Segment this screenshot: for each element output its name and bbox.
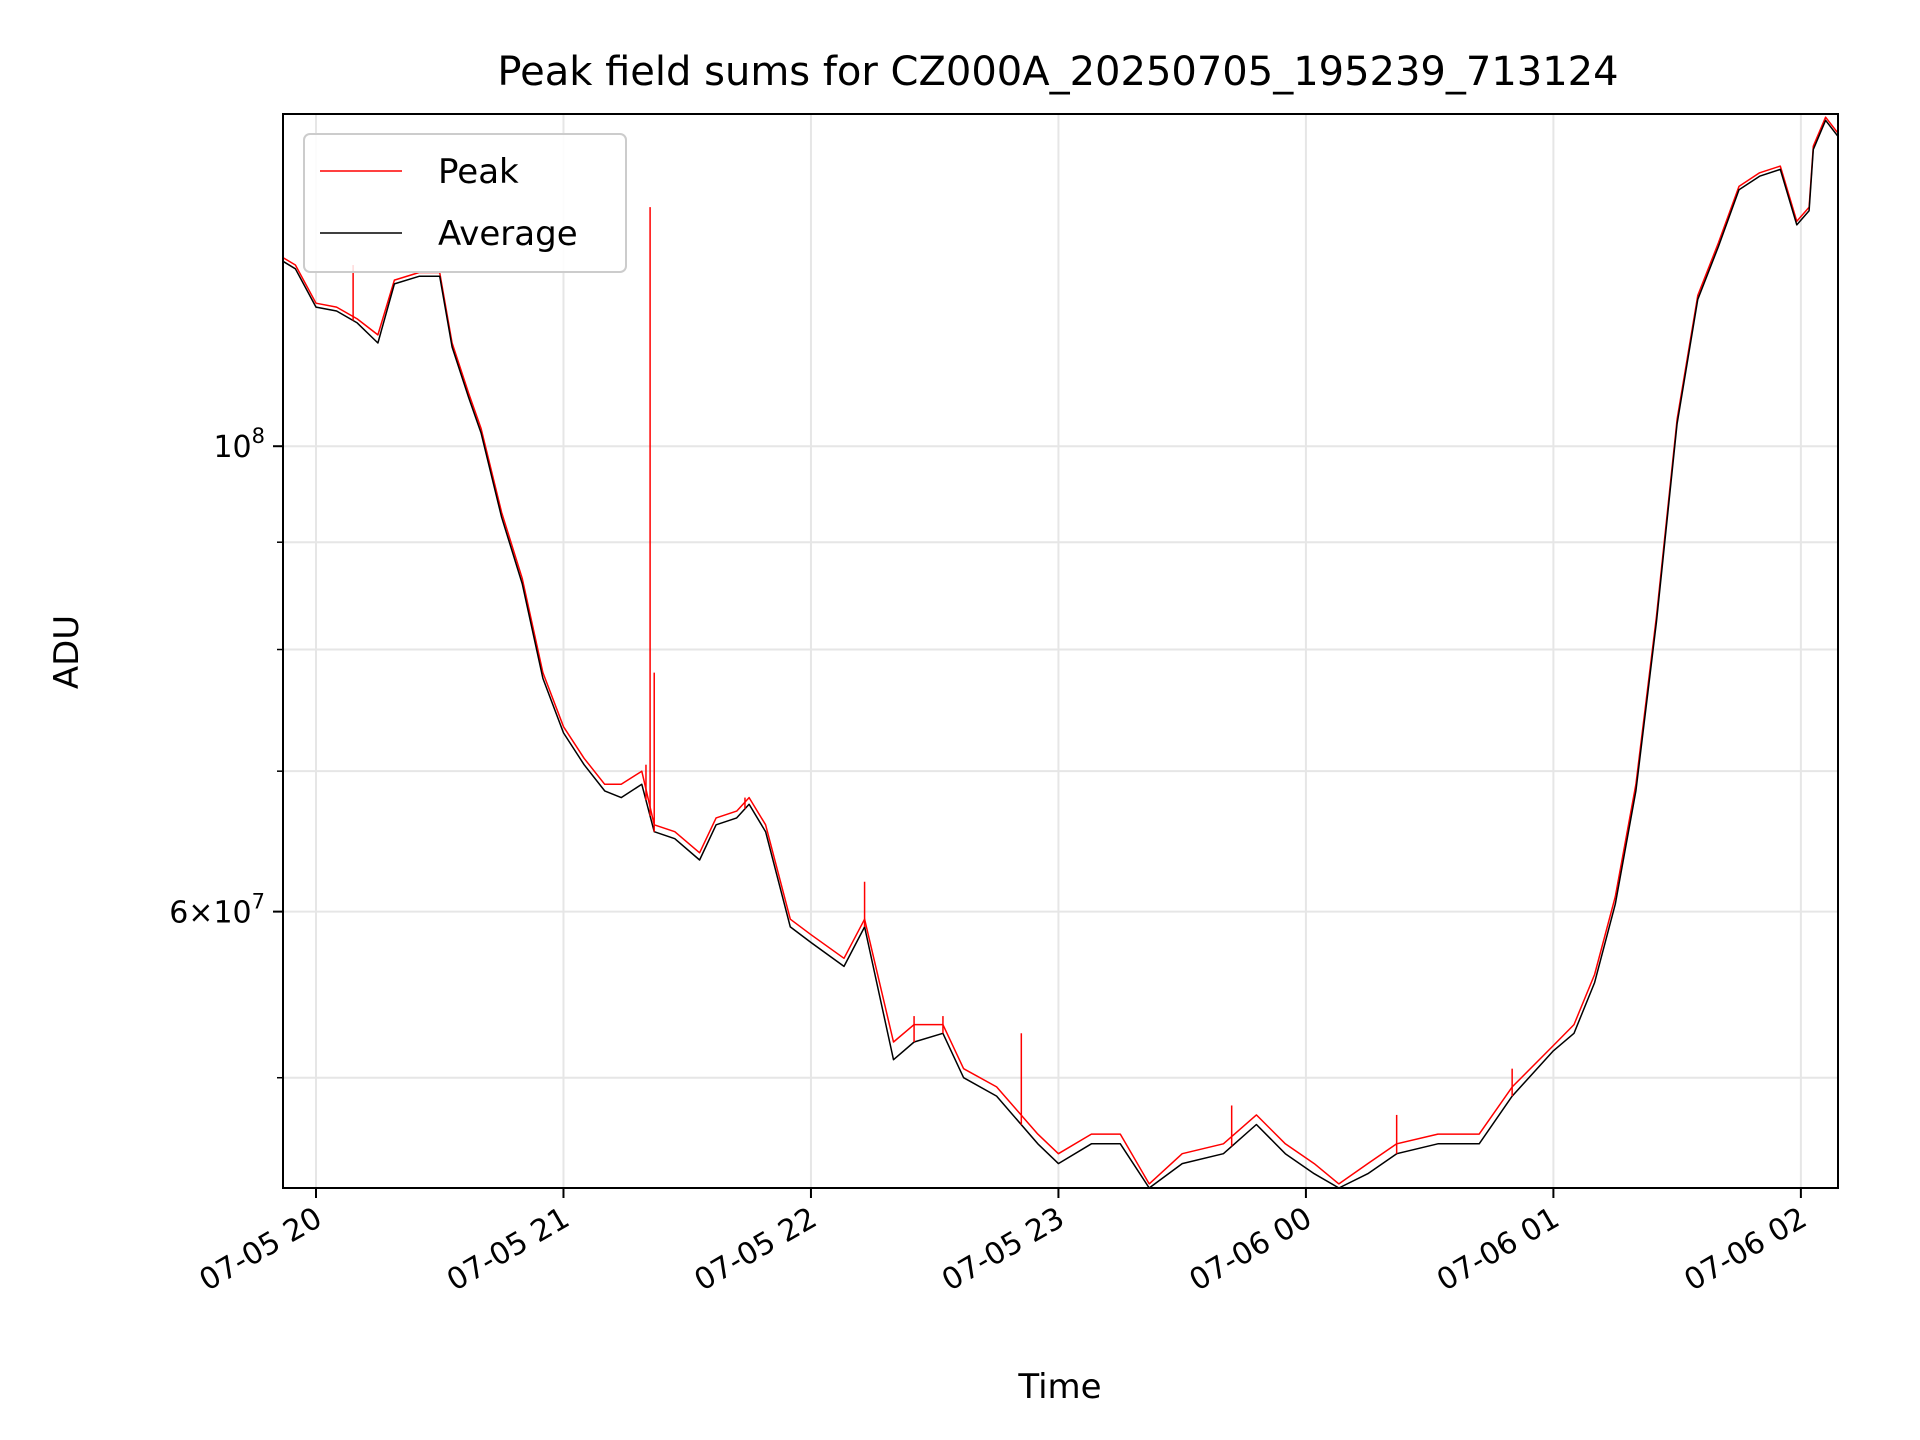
y-tick-label: 108 [213,424,265,465]
series-layer [282,116,1839,1189]
x-axis-label: Time [1017,1367,1101,1407]
legend-box [303,133,627,273]
y-axis-label: ADU [47,615,87,689]
y-axis: 108 6×107 [169,424,283,1079]
y-tick-label: 6×107 [169,890,265,931]
grid-lines [283,114,1838,1188]
legend-label-average: Average [438,214,578,254]
chart-title: Peak field sums for CZ000A_20250705_1952… [497,49,1618,95]
plot-frame [282,113,1839,1189]
series-line-average [282,119,1839,1189]
legend-label-peak: Peak [438,152,519,192]
legend: Peak Average [303,133,627,273]
